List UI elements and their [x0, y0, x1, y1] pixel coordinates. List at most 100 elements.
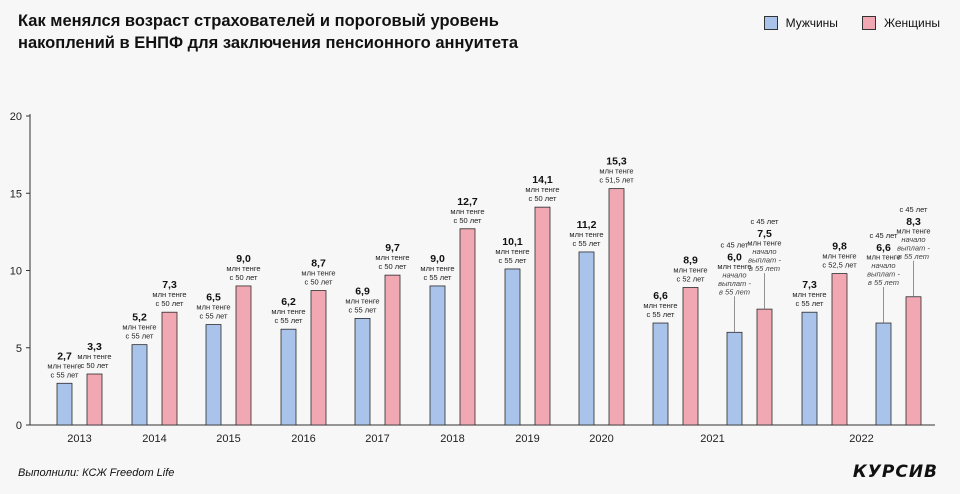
- bar-2018-women: [459, 228, 476, 426]
- legend-swatch-men: [763, 16, 778, 30]
- y-tick-label: 0: [16, 420, 22, 432]
- legend-item-women: Женщины: [861, 16, 940, 30]
- data-note: с 50 лет: [379, 262, 408, 271]
- data-note: с 50 лет: [529, 194, 558, 203]
- data-note: млн тенге: [643, 301, 677, 310]
- bar-2019-women: [534, 206, 551, 426]
- data-label: 9,7: [385, 242, 400, 254]
- data-note: с 52 лет: [677, 274, 706, 283]
- bar-2016-women: [310, 290, 327, 426]
- data-note: с 55 лет: [424, 273, 453, 282]
- data-label: 6,6: [876, 242, 891, 254]
- data-note: млн тенге: [673, 265, 707, 274]
- data-label: 9,0: [430, 253, 445, 265]
- data-note: млн тенге: [420, 264, 454, 273]
- x-tick-label: 2019: [515, 433, 539, 445]
- data-note: с 51,5 лет: [599, 176, 634, 185]
- bar-2021-men: [652, 322, 669, 426]
- data-label: 9,8: [832, 241, 847, 253]
- data-note: с 55 лет: [51, 370, 80, 379]
- data-note: млн тенге: [196, 303, 230, 312]
- data-label: 6,2: [281, 296, 296, 308]
- data-label: 9,0: [236, 253, 251, 265]
- data-label: 2,7: [57, 350, 72, 362]
- data-note: с 52,5 лет: [822, 261, 857, 270]
- x-tick-label: 2018: [440, 433, 464, 445]
- data-note: млн тенге: [301, 269, 335, 278]
- bar-2017-men: [354, 317, 371, 426]
- data-note: с 50 лет: [81, 361, 110, 370]
- source-note: Выполнили: КСЖ Freedom Life: [18, 467, 175, 479]
- data-note: млн тенге: [822, 252, 856, 261]
- data-note: начало: [722, 270, 746, 279]
- data-label: 10,1: [502, 236, 523, 248]
- y-tick-label: 10: [10, 266, 22, 278]
- data-note: выплат -: [718, 279, 751, 288]
- y-tick-label: 5: [16, 343, 22, 355]
- bar-2021-women: [682, 287, 699, 426]
- data-label: 6,6: [653, 290, 668, 302]
- data-note: млн тенге: [122, 323, 156, 332]
- data-note: в 55 лет: [868, 278, 899, 287]
- legend: Мужчины Женщины: [763, 16, 940, 30]
- data-note: в 55 лет: [898, 252, 929, 261]
- data-label: 12,7: [457, 196, 478, 208]
- data-label: 11,2: [577, 219, 597, 231]
- data-note: млн тенге: [599, 167, 633, 176]
- data-note: млн тенге: [77, 352, 111, 361]
- x-tick-label: 2014: [142, 433, 166, 445]
- data-note: с 55 лет: [200, 312, 229, 321]
- data-note: млн тенге: [271, 307, 305, 316]
- data-note: начало: [901, 235, 925, 244]
- data-note: в 55 лет: [719, 287, 750, 296]
- data-label: 7,5: [757, 228, 772, 240]
- x-tick-label: 2013: [67, 433, 91, 445]
- data-note: с 50 лет: [230, 273, 259, 282]
- bar-2014-men: [131, 344, 148, 426]
- data-note: млн тенге: [495, 247, 529, 256]
- data-note: млн тенге: [226, 264, 260, 273]
- bar-2021-men: [726, 331, 743, 426]
- legend-item-men: Мужчины: [763, 16, 838, 30]
- data-label: 7,3: [802, 279, 817, 291]
- data-note: с 55 лет: [126, 332, 155, 341]
- data-note: с 55 лет: [499, 256, 528, 265]
- data-label: 3,3: [87, 341, 102, 353]
- data-note: млн тенге: [747, 239, 781, 248]
- data-label: 6,5: [206, 292, 221, 304]
- data-note: млн тенге: [792, 290, 826, 299]
- data-note: млн тенге: [450, 207, 484, 216]
- bar-2022-women: [831, 273, 848, 426]
- bar-2021-women: [756, 308, 773, 426]
- data-note: с 50 лет: [454, 216, 483, 225]
- bar-2017-women: [384, 274, 401, 426]
- data-note: млн тенге: [569, 230, 603, 239]
- data-note: выплат -: [748, 256, 781, 265]
- x-tick-label: 2021: [700, 433, 724, 445]
- data-note: млн тенге: [525, 185, 559, 194]
- data-note: с 45 лет: [870, 231, 899, 240]
- data-note: млн тенге: [345, 296, 379, 305]
- data-note: млн тенге: [375, 253, 409, 262]
- data-note: начало: [752, 247, 776, 256]
- bar-2013-women: [86, 373, 103, 426]
- data-note: с 45 лет: [751, 217, 780, 226]
- data-note: млн тенге: [152, 290, 186, 299]
- data-note: млн тенге: [896, 226, 930, 235]
- x-tick-label: 2020: [589, 433, 613, 445]
- data-label: 6,0: [727, 251, 742, 263]
- bar-2022-men: [801, 311, 818, 426]
- data-note: начало: [871, 261, 895, 270]
- x-tick-label: 2022: [849, 433, 873, 445]
- data-note: с 45 лет: [721, 240, 750, 249]
- data-label: 14,1: [532, 174, 553, 186]
- bar-2019-men: [504, 268, 521, 426]
- data-note: с 55 лет: [573, 239, 602, 248]
- bar-2020-women: [608, 188, 625, 426]
- x-tick-label: 2017: [365, 433, 389, 445]
- x-tick-label: 2015: [216, 433, 240, 445]
- data-note: млн тенге: [717, 262, 751, 271]
- data-note: выплат -: [867, 270, 900, 279]
- data-label: 6,9: [355, 285, 370, 297]
